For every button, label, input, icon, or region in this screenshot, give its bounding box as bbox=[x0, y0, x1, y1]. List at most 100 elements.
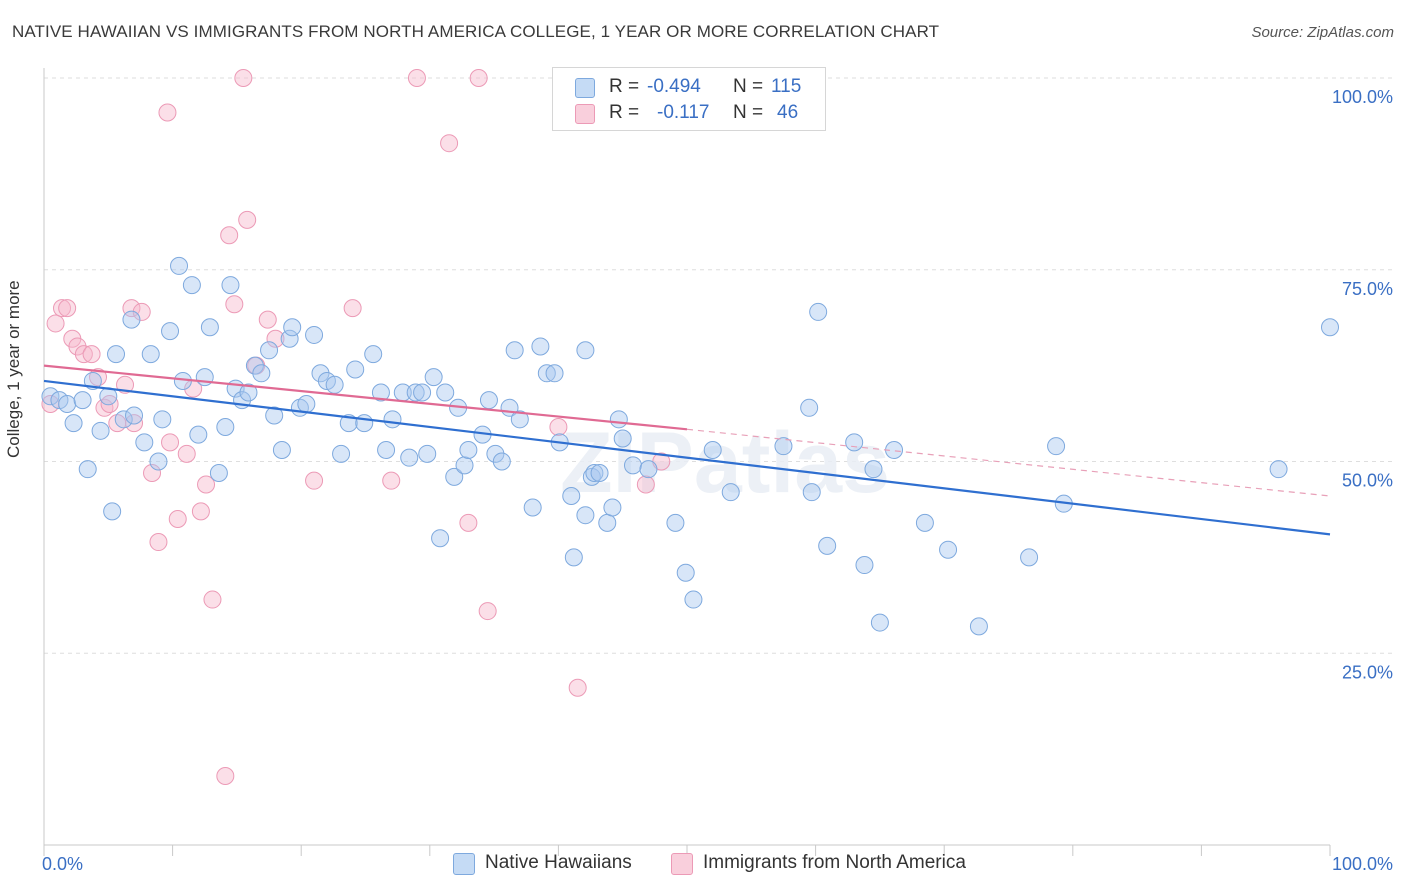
data-point-native-hawaiians bbox=[91, 421, 110, 440]
data-point-immigrants bbox=[478, 602, 497, 621]
data-point-native-hawaiians bbox=[537, 364, 556, 383]
data-point-immigrants bbox=[177, 444, 196, 463]
series-immigrants-points bbox=[41, 69, 671, 785]
data-point-immigrants bbox=[82, 345, 101, 364]
data-point-immigrants bbox=[407, 69, 426, 87]
data-point-native-hawaiians bbox=[455, 456, 474, 475]
data-point-native-hawaiians bbox=[703, 440, 722, 459]
data-point-native-hawaiians bbox=[802, 483, 821, 502]
data-point-immigrants bbox=[440, 134, 459, 153]
data-point-native-hawaiians bbox=[189, 425, 208, 444]
data-point-native-hawaiians bbox=[1321, 318, 1339, 337]
data-point-native-hawaiians bbox=[639, 460, 658, 479]
data-point-native-hawaiians bbox=[598, 513, 617, 532]
legend-n-label: N = bbox=[733, 102, 764, 123]
data-point-native-hawaiians bbox=[364, 345, 383, 364]
data-point-native-hawaiians bbox=[239, 383, 258, 402]
trend-line-immigrants bbox=[43, 364, 688, 431]
data-point-native-hawaiians bbox=[845, 433, 864, 452]
y-tick-label: 25.0% bbox=[1342, 662, 1393, 682]
data-point-native-hawaiians bbox=[221, 276, 240, 295]
data-point-native-hawaiians bbox=[431, 529, 450, 548]
legend-r-label: R = bbox=[609, 102, 640, 123]
data-point-native-hawaiians bbox=[855, 556, 874, 575]
data-point-native-hawaiians bbox=[216, 417, 235, 436]
data-point-native-hawaiians bbox=[103, 502, 122, 521]
data-point-native-hawaiians bbox=[78, 460, 97, 479]
data-point-immigrants bbox=[132, 302, 151, 321]
correlation-legend: R = -0.494 N = 115 R = -0.117 N = 46 bbox=[552, 67, 826, 131]
y-tick-label: 75.0% bbox=[1342, 279, 1393, 299]
data-point-native-hawaiians bbox=[170, 256, 189, 275]
data-point-native-hawaiians bbox=[406, 383, 425, 402]
data-point-native-hawaiians bbox=[870, 613, 889, 632]
data-point-immigrants bbox=[68, 337, 87, 356]
legend-r-value: -0.494 bbox=[647, 76, 701, 97]
data-point-native-hawaiians bbox=[73, 391, 92, 410]
data-point-native-hawaiians bbox=[492, 452, 511, 471]
data-point-immigrants bbox=[158, 103, 177, 122]
data-point-native-hawaiians bbox=[939, 540, 958, 559]
data-point-native-hawaiians bbox=[1020, 548, 1039, 567]
data-point-native-hawaiians bbox=[209, 464, 228, 483]
data-point-native-hawaiians bbox=[623, 456, 642, 475]
data-point-immigrants bbox=[191, 502, 210, 521]
data-point-native-hawaiians bbox=[1269, 460, 1288, 479]
y-tick-label: 50.0% bbox=[1342, 471, 1393, 491]
data-point-native-hawaiians bbox=[590, 464, 609, 483]
chart-title: NATIVE HAWAIIAN VS IMMIGRANTS FROM NORTH… bbox=[12, 22, 940, 41]
x-tick-label-max: 100.0% bbox=[1332, 854, 1393, 874]
data-point-native-hawaiians bbox=[283, 318, 302, 337]
data-point-native-hawaiians bbox=[609, 410, 628, 429]
data-point-immigrants bbox=[305, 471, 324, 490]
data-point-immigrants bbox=[234, 69, 253, 87]
data-point-native-hawaiians bbox=[400, 448, 419, 467]
data-point-immigrants bbox=[382, 471, 401, 490]
data-point-native-hawaiians bbox=[864, 460, 883, 479]
data-point-native-hawaiians bbox=[200, 318, 219, 337]
data-point-native-hawaiians bbox=[260, 341, 279, 360]
data-point-native-hawaiians bbox=[459, 440, 478, 459]
data-point-native-hawaiians bbox=[818, 536, 837, 555]
data-point-native-hawaiians bbox=[774, 437, 793, 456]
data-point-native-hawaiians bbox=[125, 406, 144, 425]
data-point-native-hawaiians bbox=[371, 383, 390, 402]
data-point-immigrants bbox=[216, 766, 235, 785]
data-point-native-hawaiians bbox=[721, 483, 740, 502]
data-point-native-hawaiians bbox=[510, 410, 529, 429]
data-point-immigrants bbox=[168, 510, 187, 529]
data-point-native-hawaiians bbox=[265, 406, 284, 425]
data-point-native-hawaiians bbox=[311, 364, 330, 383]
legend-n-label: N = bbox=[733, 76, 764, 97]
tick-labels: 100.0% 75.0% 50.0% 25.0% 0.0% 100.0% bbox=[42, 87, 1393, 874]
data-point-native-hawaiians bbox=[613, 429, 632, 448]
data-point-native-hawaiians bbox=[141, 345, 160, 364]
data-point-native-hawaiians bbox=[252, 364, 271, 383]
source-label: Source: ZipAtlas.com bbox=[1251, 24, 1394, 41]
data-point-native-hawaiians bbox=[383, 410, 402, 429]
data-point-immigrants bbox=[197, 475, 216, 494]
data-point-native-hawaiians bbox=[676, 563, 695, 582]
data-point-native-hawaiians bbox=[603, 498, 622, 517]
data-point-native-hawaiians bbox=[355, 414, 374, 433]
data-point-native-hawaiians bbox=[64, 414, 83, 433]
bottom-legend-swatch-blue bbox=[453, 853, 475, 875]
data-point-native-hawaiians bbox=[436, 383, 455, 402]
data-point-immigrants bbox=[459, 513, 478, 532]
data-point-immigrants bbox=[100, 394, 119, 413]
legend-n-value: 115 bbox=[771, 76, 802, 97]
data-point-native-hawaiians bbox=[505, 341, 524, 360]
data-point-immigrants bbox=[53, 299, 72, 318]
data-point-native-hawaiians bbox=[272, 440, 291, 459]
data-point-immigrants bbox=[258, 310, 277, 329]
data-point-immigrants bbox=[343, 299, 362, 318]
data-point-immigrants bbox=[143, 464, 162, 483]
data-point-native-hawaiians bbox=[122, 310, 141, 329]
data-point-immigrants bbox=[203, 590, 222, 609]
legend-r-value: -0.117 bbox=[657, 102, 710, 123]
data-point-native-hawaiians bbox=[809, 302, 828, 321]
trend-lines bbox=[43, 364, 1331, 536]
data-point-native-hawaiians bbox=[576, 506, 595, 525]
data-point-native-hawaiians bbox=[135, 433, 154, 452]
